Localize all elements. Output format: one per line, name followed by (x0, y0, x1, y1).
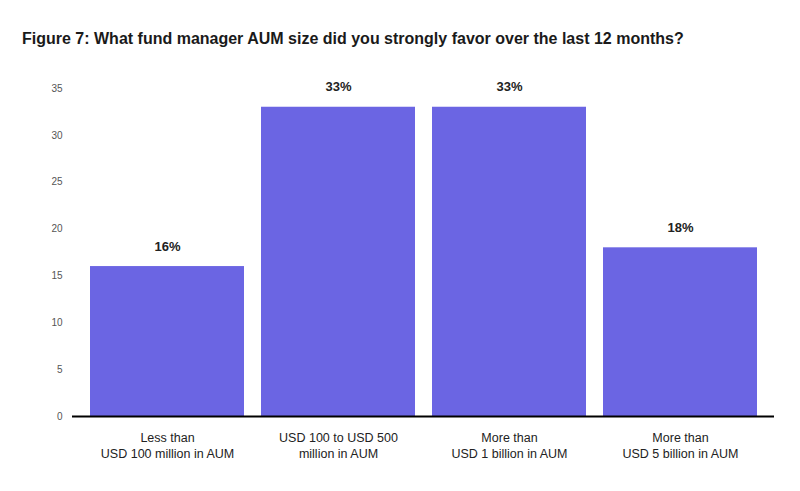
svg-text:33%: 33% (496, 79, 522, 94)
svg-text:18%: 18% (667, 220, 693, 235)
svg-text:More thanUSD 1 billion in AUM: More thanUSD 1 billion in AUM (451, 431, 567, 461)
svg-text:More thanUSD 5 billion in AUM: More thanUSD 5 billion in AUM (622, 431, 738, 461)
svg-text:33%: 33% (325, 79, 351, 94)
svg-text:0: 0 (57, 411, 63, 422)
svg-text:15: 15 (51, 270, 63, 281)
svg-text:5: 5 (57, 364, 63, 375)
svg-text:20: 20 (51, 223, 63, 234)
svg-text:16%: 16% (154, 239, 180, 254)
svg-text:25: 25 (51, 176, 63, 187)
svg-text:USD 100 to USD 500million in A: USD 100 to USD 500million in AUM (279, 431, 398, 461)
svg-text:10: 10 (51, 317, 63, 328)
svg-text:35: 35 (51, 83, 63, 94)
svg-text:30: 30 (51, 130, 63, 141)
svg-text:Less thanUSD 100 million in AU: Less thanUSD 100 million in AUM (101, 431, 234, 461)
html-text:Figure 7: What fund manager AU: Figure 7: What fund manager AUM size did… (22, 30, 684, 47)
